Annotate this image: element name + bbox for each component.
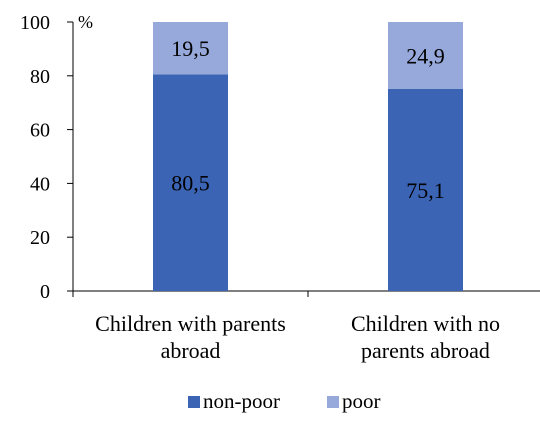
legend-label-non-poor: non-poor	[203, 389, 280, 413]
y-tick-label: 80	[30, 66, 50, 88]
category-label: Children with no	[351, 311, 500, 336]
legend-swatch-poor	[327, 396, 339, 408]
bar-non-poor	[388, 88, 463, 291]
y-tick-label: 100	[20, 12, 50, 34]
bar-poor	[388, 22, 463, 89]
x-axis	[72, 290, 540, 297]
category-label: parents abroad	[361, 338, 490, 363]
data-labels: 80,5 19,5 75,1 24,9	[171, 36, 445, 203]
legend-label-poor: poor	[342, 389, 381, 413]
legend-swatch-non-poor	[188, 396, 200, 408]
y-tick-label: 0	[40, 281, 50, 303]
bar-non-poor	[153, 74, 228, 291]
legend: non-poor poor	[188, 389, 381, 413]
data-label-non-poor: 80,5	[171, 171, 210, 196]
category-label: abroad	[161, 338, 221, 363]
data-label-poor: 19,5	[171, 36, 210, 61]
category-label: Children with parents	[95, 311, 286, 336]
y-tick-label: 40	[30, 173, 50, 195]
bar-poor	[153, 22, 228, 75]
data-label-non-poor: 75,1	[406, 178, 445, 203]
y-unit-label: %	[78, 12, 93, 32]
y-tick-label: 60	[30, 120, 50, 142]
bars	[153, 22, 463, 291]
y-tick-label: 20	[30, 227, 50, 249]
data-label-poor: 24,9	[406, 43, 445, 68]
y-axis: 0 20 40 60 80 100%	[20, 12, 93, 303]
